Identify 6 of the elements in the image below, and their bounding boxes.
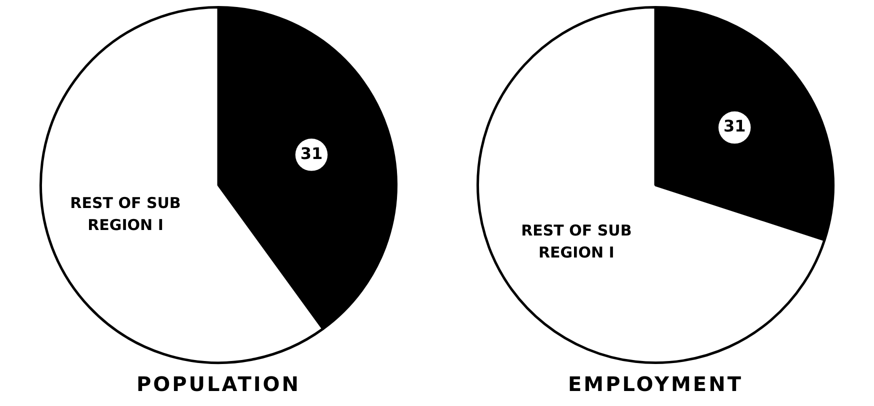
slice-label: 31 — [300, 144, 323, 163]
slice-label: REST OF SUB REGION I — [70, 194, 181, 234]
slice-label: REST OF SUB REGION I — [521, 221, 632, 262]
text: POPULATION — [135, 372, 302, 396]
slice-label: 31 — [723, 116, 746, 136]
text: EMPLOYMENT — [567, 372, 744, 396]
